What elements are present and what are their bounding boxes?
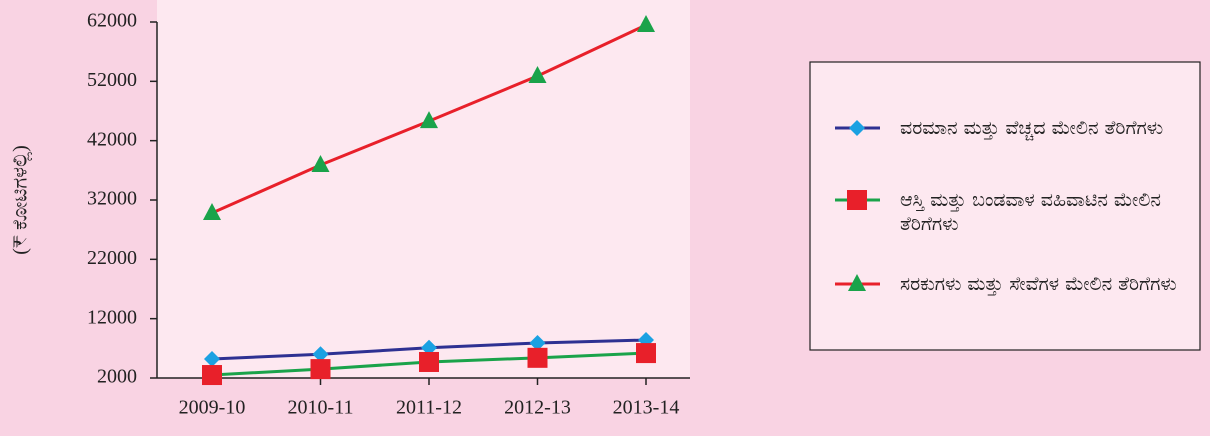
y-tick-label: 52000	[87, 69, 137, 91]
y-tick-label: 42000	[87, 128, 137, 150]
marker	[419, 351, 439, 372]
marker	[637, 14, 655, 32]
x-tick-label: 2011-12	[396, 397, 462, 419]
y-tick-label: 2000	[97, 366, 137, 388]
legend-label: ಸರಕುಗಳು ಮತ್ತು ಸೇವೆಗಳ ಮೇಲಿನ ತೆರಿಗೆಗಳು	[900, 273, 1177, 295]
marker	[310, 359, 331, 380]
marker	[527, 347, 548, 368]
legend-marker	[848, 274, 866, 291]
marker	[202, 365, 222, 386]
marker	[420, 111, 438, 129]
marker	[203, 203, 221, 221]
marker	[204, 351, 220, 368]
marker	[528, 65, 547, 83]
legend-box	[809, 61, 1201, 351]
legend-marker	[849, 120, 865, 136]
marker	[529, 334, 546, 351]
legend-label: ವರಮಾನ ಮತ್ತು ವೆಚ್ಚದ ಮೇಲಿನ ತೆರಿಗೆಗಳು	[900, 117, 1164, 139]
y-tick-label: 32000	[87, 188, 137, 210]
y-tick-label: 12000	[87, 306, 137, 328]
marker	[636, 343, 656, 364]
x-tick-label: 2013-14	[613, 397, 680, 419]
y-tick-label: 22000	[87, 247, 137, 269]
x-tick-label: 2012-13	[504, 397, 571, 419]
legend-marker	[847, 190, 867, 210]
x-tick-label: 2010-11	[288, 397, 354, 419]
y-tick-label: 62000	[87, 10, 137, 32]
y-axis-label: (₹ ಕೋಟಿಗಳಲ್ಲಿ)	[10, 145, 33, 255]
marker	[311, 154, 330, 172]
plot-area	[157, 0, 690, 378]
marker	[421, 339, 437, 356]
marker	[312, 346, 329, 363]
x-tick-label: 2009-10	[179, 397, 246, 419]
legend-label: ಆಸ್ತಿ ಮತ್ತು ಬಂಡವಾಳ ವಹಿವಾಟಿನ ಮೇಲಿನ ತೆರಿಗೆ…	[900, 189, 1161, 235]
